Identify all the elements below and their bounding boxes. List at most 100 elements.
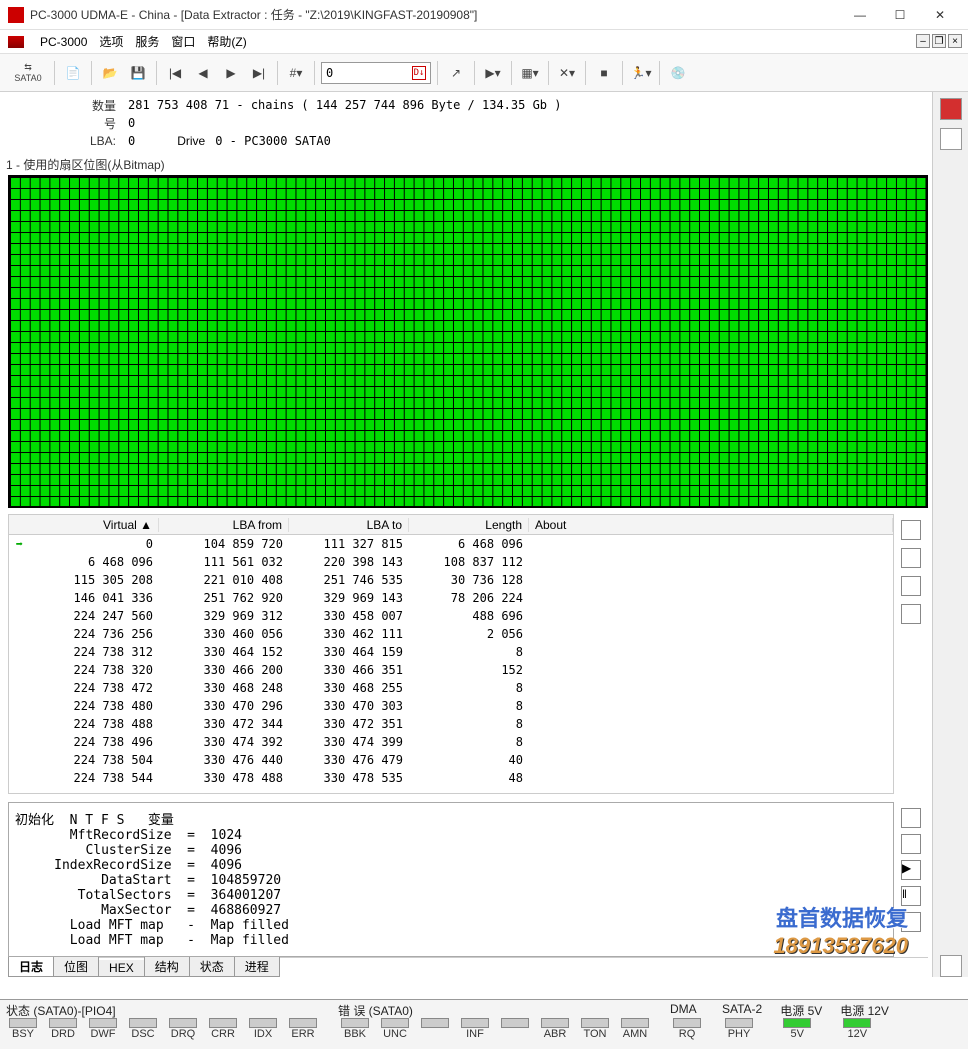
table-row[interactable]: 224 738 504330 476 440330 476 47940 <box>9 751 893 769</box>
grid-icon[interactable]: #▾ <box>284 61 308 85</box>
num-value: 0 <box>128 116 135 130</box>
status-led <box>418 1018 452 1040</box>
play-icon[interactable]: ▶▾ <box>481 61 505 85</box>
side-tool-icon[interactable] <box>901 520 921 540</box>
toolbar: ⇆SATA0 📄 📂 💾 |◀ ◀ ▶ ▶| #▾ 0D↓ ↗ ▶▾ ▦▾ ✕▾… <box>0 54 968 92</box>
col-lbafrom[interactable]: LBA from <box>159 518 289 532</box>
log-tabs: 日志 位图 HEX 结构 状态 进程 <box>8 957 928 977</box>
tools-icon[interactable]: ✕▾ <box>555 61 579 85</box>
tab-state[interactable]: 状态 <box>189 957 235 977</box>
status-led: DRQ <box>166 1018 200 1040</box>
col-length[interactable]: Length <box>409 518 529 532</box>
status-led: BBK <box>338 1018 372 1040</box>
mdi-minimize[interactable]: – <box>916 34 930 48</box>
chain-table: Virtual ▲ LBA from LBA to Length About ➡… <box>8 514 894 794</box>
export-icon[interactable]: ↗ <box>444 61 468 85</box>
status-led: ERR <box>286 1018 320 1040</box>
col-about[interactable]: About <box>529 518 893 532</box>
table-row[interactable]: ➡0104 859 720111 327 8156 468 096 <box>9 535 893 553</box>
doc-icon[interactable]: 📄 <box>61 61 85 85</box>
status-group: 电源 5V5V <box>780 1002 822 1047</box>
menu-app[interactable]: PC-3000 <box>40 35 87 49</box>
d-badge: D↓ <box>412 66 426 80</box>
app-icon <box>8 7 24 23</box>
drive-value: 0 - PC3000 SATA0 <box>215 134 331 148</box>
right-toolbar <box>932 92 968 977</box>
table-row[interactable]: 224 738 320330 466 200330 466 351152 <box>9 661 893 679</box>
status-group: 错 误 (SATA0)BBKUNCINFABRTONAMN <box>338 1002 652 1047</box>
status-led: 5V <box>780 1018 814 1040</box>
status-led: DSC <box>126 1018 160 1040</box>
status-led: AMN <box>618 1018 652 1040</box>
maximize-button[interactable]: ☐ <box>880 1 920 29</box>
menu-item[interactable]: 选项 <box>99 33 123 50</box>
disk-icon[interactable]: 💿 <box>666 61 690 85</box>
table-row[interactable]: 224 738 472330 468 248330 468 2558 <box>9 679 893 697</box>
log-pause-icon[interactable]: ‖ <box>901 886 921 906</box>
tab-hex[interactable]: HEX <box>98 960 145 977</box>
right-icon-3[interactable] <box>940 955 962 977</box>
save-icon[interactable]: 💾 <box>126 61 150 85</box>
count-value: 281 753 408 71 - chains ( 144 257 744 89… <box>128 98 561 112</box>
matrix-icon[interactable]: ▦▾ <box>518 61 542 85</box>
menu-item[interactable]: 帮助(Z) <box>207 33 246 50</box>
tab-struct[interactable]: 结构 <box>144 957 190 977</box>
open-icon[interactable]: 📂 <box>98 61 122 85</box>
count-label: 数量 <box>8 97 128 114</box>
status-group: DMARQ <box>670 1002 704 1047</box>
table-row[interactable]: 224 738 480330 470 296330 470 3038 <box>9 697 893 715</box>
side-rect-icon[interactable] <box>901 604 921 624</box>
table-body[interactable]: ➡0104 859 720111 327 8156 468 0966 468 0… <box>9 535 893 793</box>
tab-log[interactable]: 日志 <box>8 957 54 977</box>
table-row[interactable]: 146 041 336251 762 920329 969 14378 206 … <box>9 589 893 607</box>
last-icon[interactable]: ▶| <box>247 61 271 85</box>
first-icon[interactable]: |◀ <box>163 61 187 85</box>
status-led: DWF <box>86 1018 120 1040</box>
titlebar: PC-3000 UDMA-E - China - [Data Extractor… <box>0 0 968 30</box>
status-group: 电源 12V12V <box>840 1002 889 1047</box>
table-row[interactable]: 224 738 496330 474 392330 474 3998 <box>9 733 893 751</box>
close-button[interactable]: ✕ <box>920 1 960 29</box>
side-save-icon[interactable] <box>901 548 921 568</box>
col-virtual[interactable]: Virtual ▲ <box>29 518 159 532</box>
menu-item[interactable]: 窗口 <box>171 33 195 50</box>
minimize-button[interactable]: — <box>840 1 880 29</box>
log-side-icon[interactable] <box>901 808 921 828</box>
log-output[interactable]: 初始化 N T F S 变量 MftRecordSize = 1024 Clus… <box>8 802 894 957</box>
menubar: PC-3000 选项 服务 窗口 帮助(Z) <box>0 30 968 54</box>
side-folder-icon[interactable] <box>901 576 921 596</box>
sata-connector-icon[interactable]: ⇆SATA0 <box>8 61 48 85</box>
menu-item[interactable]: 服务 <box>135 33 159 50</box>
info-panel: 数量281 753 408 71 - chains ( 144 257 744 … <box>0 92 932 154</box>
table-row[interactable]: 115 305 208221 010 408251 746 53530 736 … <box>9 571 893 589</box>
status-led: 12V <box>840 1018 874 1040</box>
col-lbato[interactable]: LBA to <box>289 518 409 532</box>
bitmap-title: 1 - 使用的扇区位图(从Bitmap) <box>0 154 932 175</box>
tab-process[interactable]: 进程 <box>234 957 280 977</box>
table-row[interactable]: 224 738 544330 478 488330 478 53548 <box>9 769 893 787</box>
right-icon-2[interactable] <box>940 128 962 150</box>
sector-bitmap[interactable] <box>8 175 928 508</box>
status-led: BSY <box>6 1018 40 1040</box>
mdi-restore[interactable]: ❐ <box>932 34 946 48</box>
table-row[interactable]: 224 736 256330 460 056330 462 1112 056 <box>9 625 893 643</box>
log-clear-icon[interactable] <box>901 912 921 932</box>
table-row[interactable]: 224 247 560329 969 312330 458 007488 696 <box>9 607 893 625</box>
run-man-icon[interactable]: 🏃▾ <box>629 61 653 85</box>
window-title: PC-3000 UDMA-E - China - [Data Extractor… <box>30 6 840 23</box>
tab-bitmap[interactable]: 位图 <box>53 957 99 977</box>
table-row[interactable]: 224 738 488330 472 344330 472 3518 <box>9 715 893 733</box>
prev-icon[interactable]: ◀ <box>191 61 215 85</box>
right-red-icon[interactable] <box>940 98 962 120</box>
mdi-close[interactable]: × <box>948 34 962 48</box>
log-play-icon[interactable]: ▶ <box>901 860 921 880</box>
next-icon[interactable]: ▶ <box>219 61 243 85</box>
num-label: 号 <box>8 115 128 132</box>
table-row[interactable]: 224 738 312330 464 152330 464 1598 <box>9 643 893 661</box>
address-input[interactable]: 0D↓ <box>321 62 431 84</box>
stop-icon[interactable]: ■ <box>592 61 616 85</box>
table-row[interactable]: 6 468 096111 561 032220 398 143108 837 1… <box>9 553 893 571</box>
status-led: IDX <box>246 1018 280 1040</box>
log-save-icon[interactable] <box>901 834 921 854</box>
status-led: DRD <box>46 1018 80 1040</box>
